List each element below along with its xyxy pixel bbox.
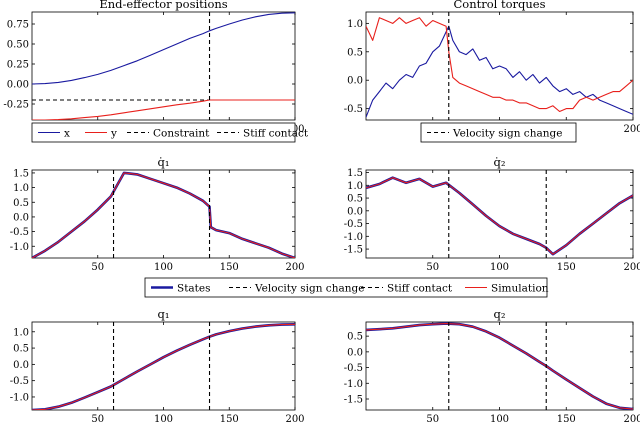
y-tick-label: 0.0 <box>13 212 29 223</box>
series-line-y <box>32 99 295 120</box>
chart-title: End-effector positions <box>99 0 227 11</box>
legend-label: Velocity sign change <box>254 282 364 294</box>
x-tick-label: 200 <box>623 414 640 425</box>
x-tick-label: 150 <box>220 414 239 425</box>
y-tick-label: 1.0 <box>13 327 29 338</box>
legend-label: x <box>64 127 70 139</box>
legend-frame <box>31 122 296 143</box>
y-tick-label: 0.0 <box>347 206 363 217</box>
series-line-u2 <box>366 17 633 113</box>
chart-qdot2: q̇₂ 50 100 150 200 1.5 1.0 0.50.0 -0.5 -1.0 -1.5 <box>344 155 640 273</box>
plot-area <box>32 322 295 410</box>
plot-area <box>32 170 295 258</box>
y-tick-label: -1.0 <box>344 379 363 390</box>
x-tick-label: 50 <box>91 262 104 273</box>
legend: x y Constraint Stiff contact <box>31 122 309 143</box>
chart-control-torques: Control torques501001502001.00.50.0-0.5 <box>344 0 640 135</box>
chart-qdot1: q̇₁ 50 100 150 200 1.5 1.0 0.5 0.0 -0.5 -1.0 <box>10 155 305 273</box>
y-tick-label: -1.5 <box>344 395 363 406</box>
series-line-simulation <box>32 323 295 410</box>
x-tick-label: 200 <box>285 262 304 273</box>
y-tick-label: 0.5 <box>13 198 29 209</box>
y-tick-label: -0.25 <box>3 100 29 111</box>
chart-title: q₁ <box>158 307 170 321</box>
plot-frame <box>31 11 296 121</box>
y-tick-label: 0.5 <box>347 47 363 58</box>
legend-label: Simulation <box>491 282 549 294</box>
legend-label: y <box>110 127 117 139</box>
x-tick-label: 50 <box>426 414 439 425</box>
chart-end-effector: End-effector positions501001502000.750.5… <box>3 0 304 135</box>
plot-area <box>366 322 633 410</box>
chart-q2: q₂ 50 100 150 200 0.5 0.0 -0.5 -1.0 -1.5 <box>344 307 640 425</box>
series-line-states <box>366 176 633 256</box>
y-tick-label: 1.0 <box>13 183 29 194</box>
y-tick-label: 0.5 <box>13 344 29 355</box>
plot-area <box>366 170 633 258</box>
y-tick-label: 1.0 <box>347 181 363 192</box>
y-tick-label: -0.5 <box>344 363 363 374</box>
series-line-simulation <box>32 172 295 258</box>
y-tick-label: -0.5 <box>344 104 363 115</box>
plot-area <box>32 12 295 120</box>
y-tick-label: -0.5 <box>344 219 363 230</box>
y-tick-label: -0.5 <box>10 376 29 387</box>
x-tick-label: 200 <box>285 414 304 425</box>
y-tick-label: 0.00 <box>7 80 29 91</box>
legend-label: Velocity sign change <box>452 127 562 139</box>
x-tick-label: 50 <box>91 414 104 425</box>
chart-title: q₂ <box>494 307 506 321</box>
y-tick-label: 0.75 <box>7 20 29 31</box>
y-tick-label: 0.25 <box>7 60 29 71</box>
y-tick-label: 0.0 <box>347 347 363 358</box>
legend-label: Constraint <box>153 127 210 139</box>
x-tick-label: 200 <box>623 124 640 135</box>
series-line-simulation <box>366 323 633 410</box>
series-line-x <box>32 12 295 85</box>
legend-frame <box>144 277 548 298</box>
y-tick-label: -1.5 <box>344 245 363 256</box>
series-line-states <box>32 171 295 258</box>
y-tick-label: 1.5 <box>347 168 363 179</box>
chart-title: q̇₂ <box>494 155 506 169</box>
y-tick-label: -0.5 <box>10 227 29 238</box>
x-tick-label: 150 <box>557 414 576 425</box>
y-tick-label: -1.0 <box>10 242 29 253</box>
y-tick-label: 0.0 <box>347 76 363 87</box>
plot-frame <box>31 321 296 411</box>
y-tick-label: -1.0 <box>344 232 363 243</box>
y-tick-label: 0.50 <box>7 40 29 51</box>
series-line-simulation <box>366 177 633 255</box>
legend-label: Stiff contact <box>387 282 453 294</box>
x-tick-label: 50 <box>426 262 439 273</box>
legend: Velocity sign change <box>420 122 577 143</box>
series-line-u1 <box>366 25 633 118</box>
legend-label: States <box>177 282 211 294</box>
y-tick-label: 0.5 <box>347 332 363 343</box>
chart-title: Control torques <box>453 0 545 11</box>
chart-title: q̇₁ <box>158 155 170 169</box>
x-tick-label: 150 <box>557 262 576 273</box>
y-tick-label: 1.5 <box>13 168 29 179</box>
x-tick-label: 100 <box>154 262 173 273</box>
legend-label: Stiff contact <box>243 127 309 139</box>
legend: States Velocity sign change Stiff contact S… <box>144 277 549 298</box>
y-tick-label: 1.0 <box>347 19 363 30</box>
x-tick-label: 100 <box>490 414 509 425</box>
x-tick-label: 100 <box>490 262 509 273</box>
y-tick-label: 0.0 <box>13 360 29 371</box>
series-line-states <box>32 323 295 410</box>
y-tick-label: 0.5 <box>347 194 363 205</box>
x-tick-label: 150 <box>220 262 239 273</box>
y-tick-label: -1.0 <box>10 392 29 403</box>
legend-frame <box>420 122 577 143</box>
chart-q1: q₁ 50 100 150 200 1.0 0.5 0.0 -0.5 -1.0 <box>10 307 305 425</box>
x-tick-label: 200 <box>623 262 640 273</box>
plot-area <box>366 12 633 120</box>
x-tick-label: 100 <box>154 414 173 425</box>
